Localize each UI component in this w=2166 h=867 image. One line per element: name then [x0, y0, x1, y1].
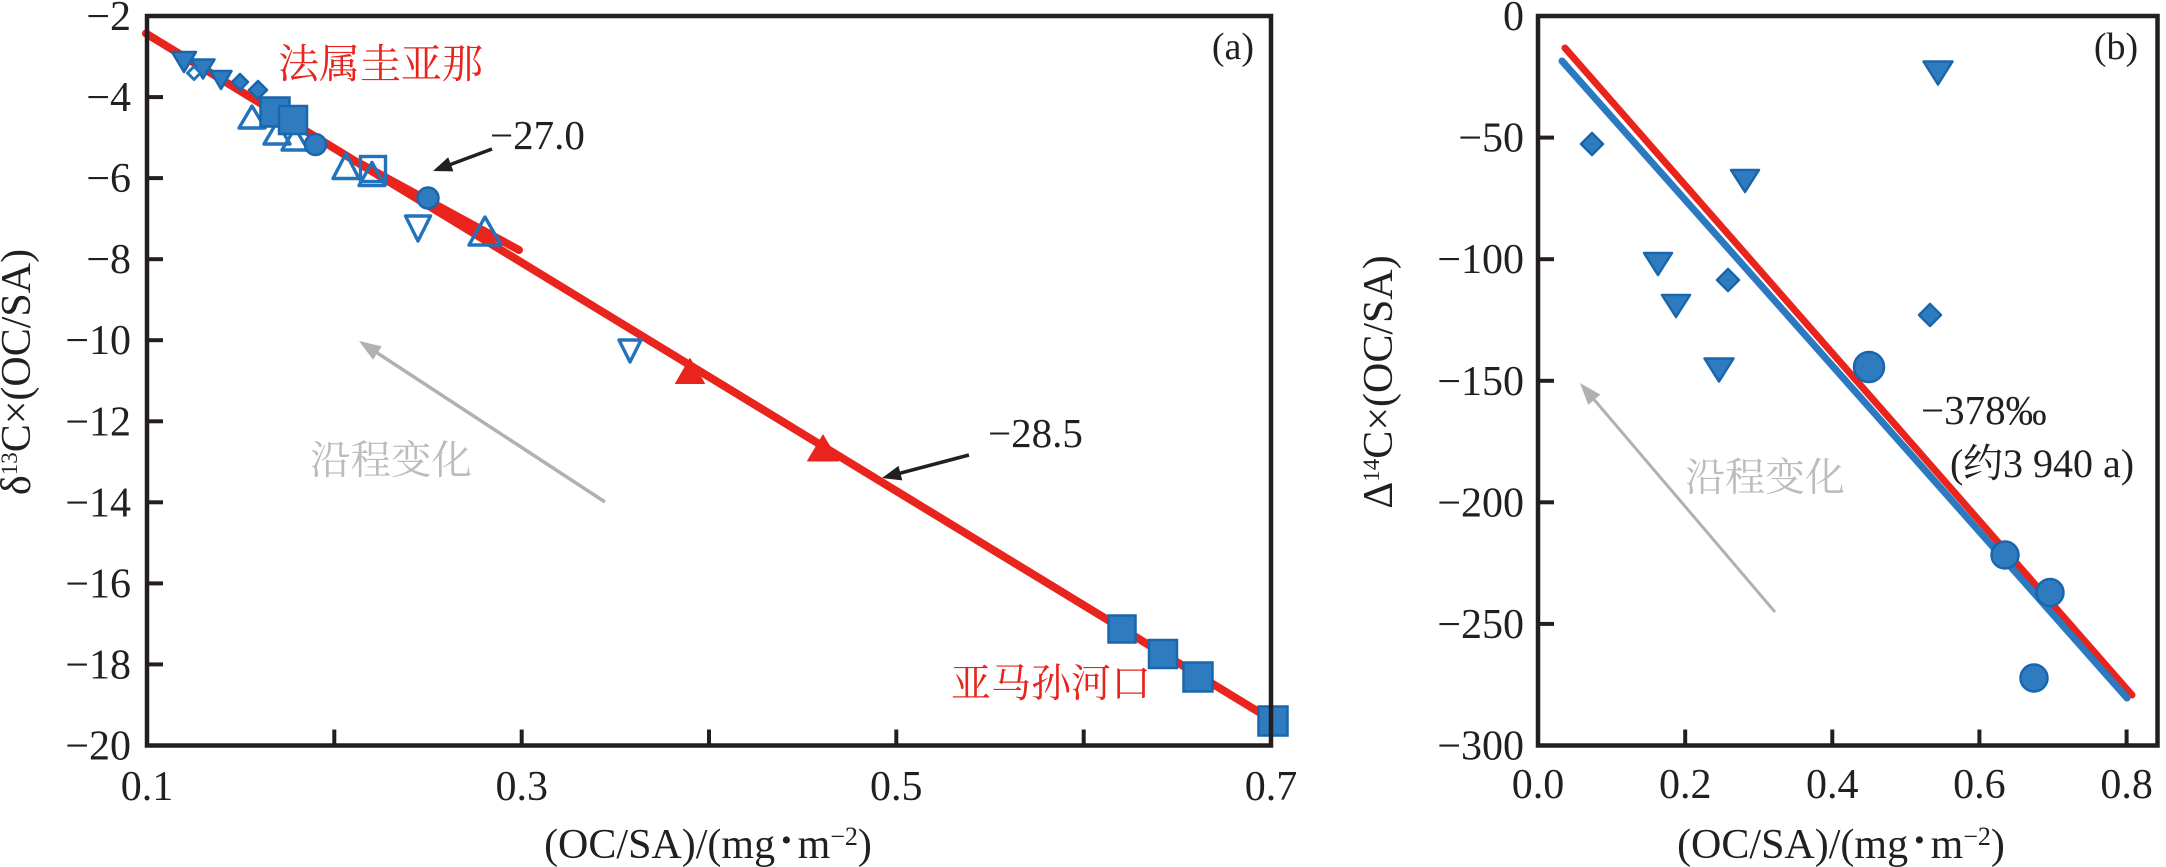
svg-text:3 940 a): 3 940 a) — [2003, 441, 2134, 486]
svg-text:−12: −12 — [65, 399, 131, 445]
svg-text:0: 0 — [1503, 0, 1524, 40]
svg-text:−6: −6 — [86, 156, 131, 202]
svg-text:(a): (a) — [1212, 26, 1254, 68]
svg-text:(b): (b) — [2094, 26, 2138, 68]
svg-text:−10: −10 — [65, 318, 131, 364]
svg-text:0.0: 0.0 — [1512, 762, 1565, 808]
svg-text:−8: −8 — [86, 237, 131, 283]
svg-text:(OC/SA)/(mg • m−2): (OC/SA)/(mg • m−2) — [1677, 822, 2005, 867]
svg-text:−16: −16 — [65, 561, 131, 607]
svg-text:0.5: 0.5 — [870, 764, 923, 810]
svg-text:0.7: 0.7 — [1245, 764, 1298, 810]
svg-text:−2: −2 — [86, 0, 131, 40]
svg-text:0.4: 0.4 — [1806, 762, 1859, 808]
svg-text:−4: −4 — [86, 75, 131, 121]
svg-text:0.3: 0.3 — [495, 764, 548, 810]
svg-text:−150: −150 — [1437, 359, 1524, 405]
svg-text:−200: −200 — [1437, 480, 1524, 526]
svg-text:0.8: 0.8 — [2100, 762, 2153, 808]
svg-text:−28.5: −28.5 — [988, 410, 1083, 456]
svg-text:−27.0: −27.0 — [490, 112, 585, 158]
svg-text:δ13C×(OC/SA): δ13C×(OC/SA) — [0, 249, 40, 495]
svg-text:−378‰: −378‰ — [1921, 387, 2047, 433]
svg-text:−18: −18 — [65, 642, 131, 688]
svg-text:−300: −300 — [1437, 724, 1524, 770]
svg-text:0.2: 0.2 — [1659, 762, 1712, 808]
svg-text:−20: −20 — [65, 724, 131, 770]
svg-text:0.6: 0.6 — [1953, 762, 2006, 808]
svg-text:0.1: 0.1 — [121, 764, 174, 810]
svg-text:−14: −14 — [65, 480, 131, 526]
svg-text:−100: −100 — [1437, 237, 1524, 283]
svg-text:−50: −50 — [1458, 116, 1524, 162]
svg-text:(OC/SA)/(mg • m−2): (OC/SA)/(mg • m−2) — [544, 822, 872, 867]
svg-text:(: ( — [1950, 441, 1963, 486]
svg-text:−250: −250 — [1437, 602, 1524, 648]
